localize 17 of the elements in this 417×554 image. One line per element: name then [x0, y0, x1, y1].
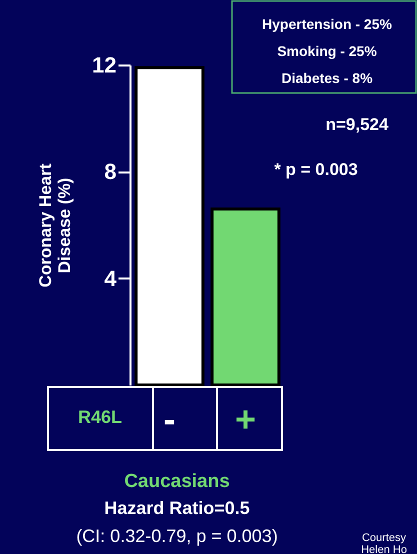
y-tick-label: 12	[92, 52, 116, 78]
y-axis-title: Coronary Heart Disease (%)	[36, 163, 74, 288]
text: Hypertension - 25%	[262, 16, 393, 32]
text: Hazard Ratio=0.5	[104, 498, 250, 518]
annotation: Diabetes - 8%	[281, 70, 374, 86]
text: (CI: 0.32-0.79, p = 0.003)	[76, 526, 278, 546]
text: Courtesy	[362, 532, 406, 544]
annotation: * p = 0.003	[274, 160, 358, 179]
y-tick-label: 8	[104, 159, 116, 184]
text: n=9,524	[326, 115, 389, 134]
text: Caucasians	[124, 471, 230, 492]
x-tick-label: +	[234, 398, 256, 440]
x-axis-title: R46L	[78, 407, 122, 427]
text: Smoking - 25%	[277, 43, 378, 59]
y-tick-label: 4	[104, 266, 118, 291]
text: Helen Ho	[361, 544, 407, 554]
x-tick-label: -	[164, 398, 176, 440]
